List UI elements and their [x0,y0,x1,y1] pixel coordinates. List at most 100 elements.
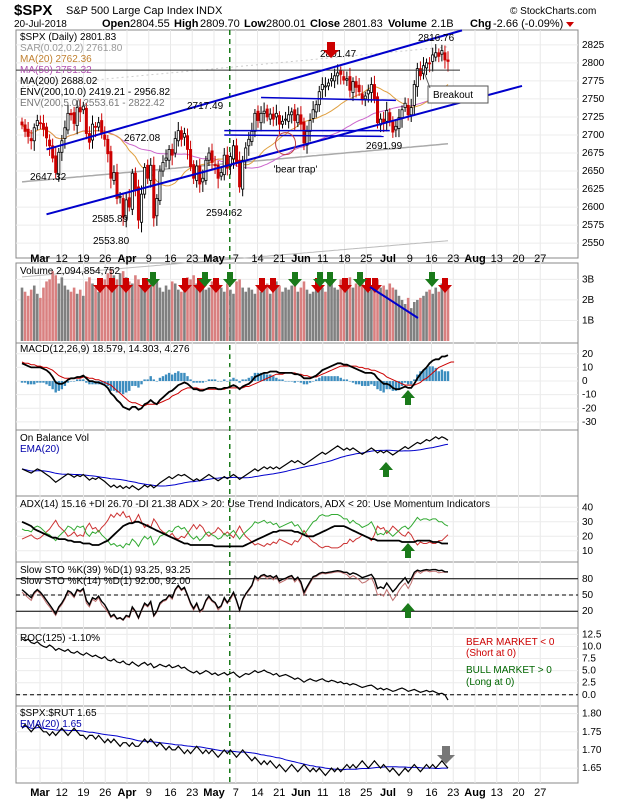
candle-up [66,112,70,131]
volume-bar [51,271,54,341]
volume-bar [428,289,431,341]
candle-down [84,107,88,134]
macd-histogram-bar [296,381,300,382]
macd-histogram-bar [318,377,321,382]
candle-up [173,138,177,154]
envelope-upper-line [21,46,449,88]
x-tick-label-16: 16 [164,253,176,265]
volume-bar [290,285,293,341]
macd-histogram-bar [36,381,39,383]
macd-histogram-bar [397,381,401,390]
macd-histogram-bar [183,372,186,382]
volume-bar [42,287,45,341]
ratio-line [21,723,449,777]
macd-histogram-bar [272,376,275,382]
green-down-arrow-icon [313,272,327,287]
macd-histogram-bar [311,381,315,382]
header-watermark[interactable]: © StockCharts.com [510,6,596,17]
macd-histogram-bar [256,372,260,382]
volume-bar [379,287,382,341]
macd-histogram-bar [192,381,195,383]
macd-histogram-bar [79,379,82,382]
candle-up [161,161,165,172]
candle-up [118,195,122,198]
candle-down [213,164,217,166]
volume-bar [446,287,450,341]
x-tick-label-18: 18 [338,253,350,265]
breakout-pointer [423,71,431,89]
candle-down [45,126,49,139]
macd-histogram-bar [39,381,42,383]
y-tick-ratio-1.80: 1.80 [582,709,602,720]
x-tick-label-16: 16 [425,253,437,265]
down-arrow-icon [178,278,192,293]
candle-up [363,95,367,100]
bear-market-label: BEAR MARKET < 0 [466,637,555,648]
macd-histogram-bar [376,381,379,390]
candle-up [409,107,413,116]
down-arrow-icon [93,278,107,293]
candle-up [124,199,128,218]
x-tick-label-bottom-23: 23 [447,787,459,799]
down-arrow-icon [311,278,325,293]
x-tick-label-bottom-Jun: Jun [291,787,311,799]
volume-bar [259,291,263,341]
candle-down [225,154,229,169]
volume-bar [317,289,321,341]
green-down-arrow-icon [146,272,160,287]
green-down-arrow-icon [288,272,302,287]
y-tick-price-2800: 2800 [582,58,605,69]
macd-histogram-bar [158,377,162,382]
legend-ma200: MA(200) 2688.02 [20,76,98,87]
macd-histogram-bar [269,374,272,382]
macd-histogram-bar [204,381,208,382]
volume-bar [354,283,358,341]
volume-bar [275,281,278,341]
volume-bar [416,299,419,341]
candle-down [192,164,196,179]
volume-bar [425,291,428,341]
sto-panel [16,568,578,622]
header-low-label: Low [244,18,266,30]
macd-histogram-bar [373,381,376,386]
header-date: 20-Jul-2018 [14,19,67,30]
price-legend: $SPX (Daily) 2801.83 SAR(0.02,0.2) 2761.… [20,32,171,109]
volume-bar [265,283,269,341]
macd-histogram-bar [315,379,318,382]
macd-histogram-bar [170,374,174,382]
macd-panel [20,354,455,411]
volume-bar [94,287,97,341]
volume-bar [241,287,244,341]
down-arrow-icon [105,278,119,293]
volume-bar [213,285,217,341]
macd-histogram-bar [351,381,355,383]
candle-down [20,121,24,126]
macd-histogram-bar [155,381,159,382]
x-tick-label-12: 12 [56,253,68,265]
candle-up [176,130,180,142]
candle-up [308,120,312,132]
candle-down [133,172,137,190]
y-tick-macd-10: 10 [582,362,594,373]
macd-histogram-bar [229,379,232,382]
volume-bar [143,287,146,341]
adx-panel [21,510,449,558]
candle-up [336,72,340,77]
macd-histogram-bar [140,381,143,385]
volume-bar [382,285,385,341]
volume-bar [397,295,401,341]
x-tick-label-26: 26 [99,253,111,265]
y-tick-price-2725: 2725 [582,112,605,123]
envelope-lower-line [21,240,449,278]
macd-histogram-bar [241,379,244,382]
y-tick-macd--10: -10 [582,390,597,401]
macd-histogram-bar [281,379,284,382]
minus-di-line [21,510,449,549]
volume-bar [373,283,376,341]
legend-env1: ENV(200,10.0) 2419.21 - 2956.82 [20,87,171,98]
y-tick-price-2550: 2550 [582,238,605,249]
macd-histogram-bar [57,381,60,391]
macd-histogram-bar [321,376,324,382]
candle-down [443,52,447,61]
